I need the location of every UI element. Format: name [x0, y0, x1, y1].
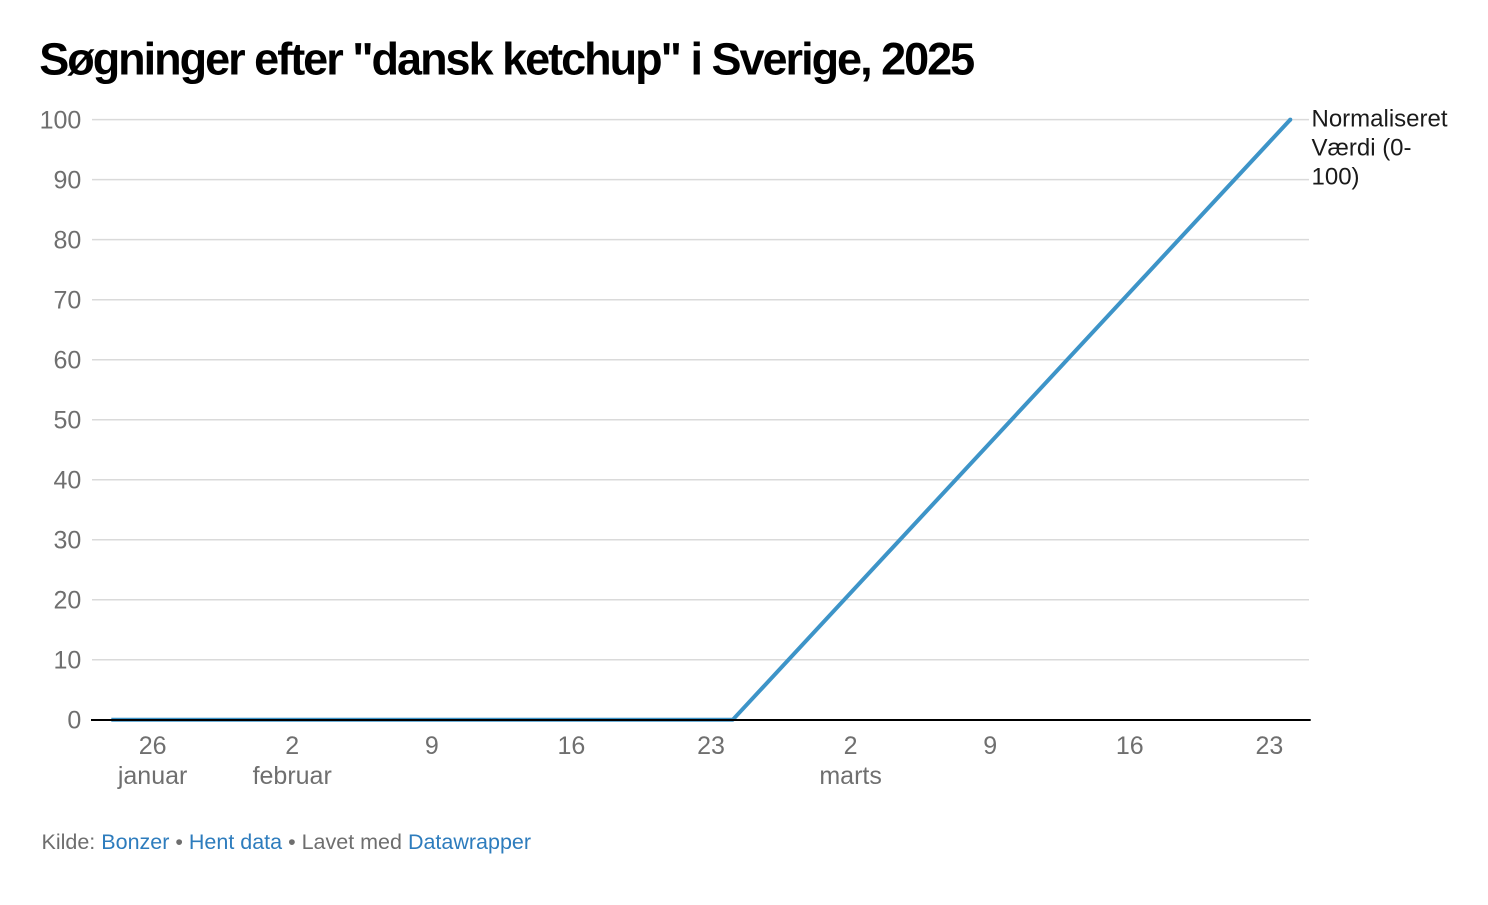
- svg-text:50: 50: [53, 406, 81, 434]
- svg-text:30: 30: [53, 526, 81, 554]
- svg-text:100: 100: [40, 106, 82, 134]
- svg-text:Søgninger efter "dansk ketchup: Søgninger efter "dansk ketchup" i Sverig…: [39, 33, 974, 84]
- svg-text:marts: marts: [819, 762, 882, 790]
- svg-text:23: 23: [697, 732, 725, 760]
- svg-text:0: 0: [67, 706, 81, 734]
- svg-text:26: 26: [139, 732, 167, 760]
- svg-text:februar: februar: [253, 762, 332, 790]
- svg-text:Værdi (0-: Værdi (0-: [1312, 135, 1412, 162]
- svg-text:2: 2: [844, 732, 858, 760]
- svg-text:9: 9: [983, 732, 997, 760]
- svg-text:80: 80: [53, 226, 81, 254]
- svg-text:40: 40: [53, 466, 81, 494]
- svg-text:16: 16: [1116, 732, 1144, 760]
- svg-text:16: 16: [557, 732, 585, 760]
- svg-text:januar: januar: [117, 762, 188, 790]
- svg-text:60: 60: [53, 346, 81, 374]
- svg-text:Kilde: Bonzer • Hent data • La: Kilde: Bonzer • Hent data • Lavet med Da…: [42, 830, 532, 854]
- svg-text:20: 20: [53, 586, 81, 614]
- svg-text:23: 23: [1255, 732, 1283, 760]
- svg-text:10: 10: [53, 646, 81, 674]
- svg-text:9: 9: [425, 732, 439, 760]
- svg-text:2: 2: [285, 732, 299, 760]
- svg-text:90: 90: [53, 166, 81, 194]
- svg-text:Normaliseret: Normaliseret: [1312, 106, 1448, 133]
- svg-text:70: 70: [53, 286, 81, 314]
- svg-text:100): 100): [1312, 164, 1360, 191]
